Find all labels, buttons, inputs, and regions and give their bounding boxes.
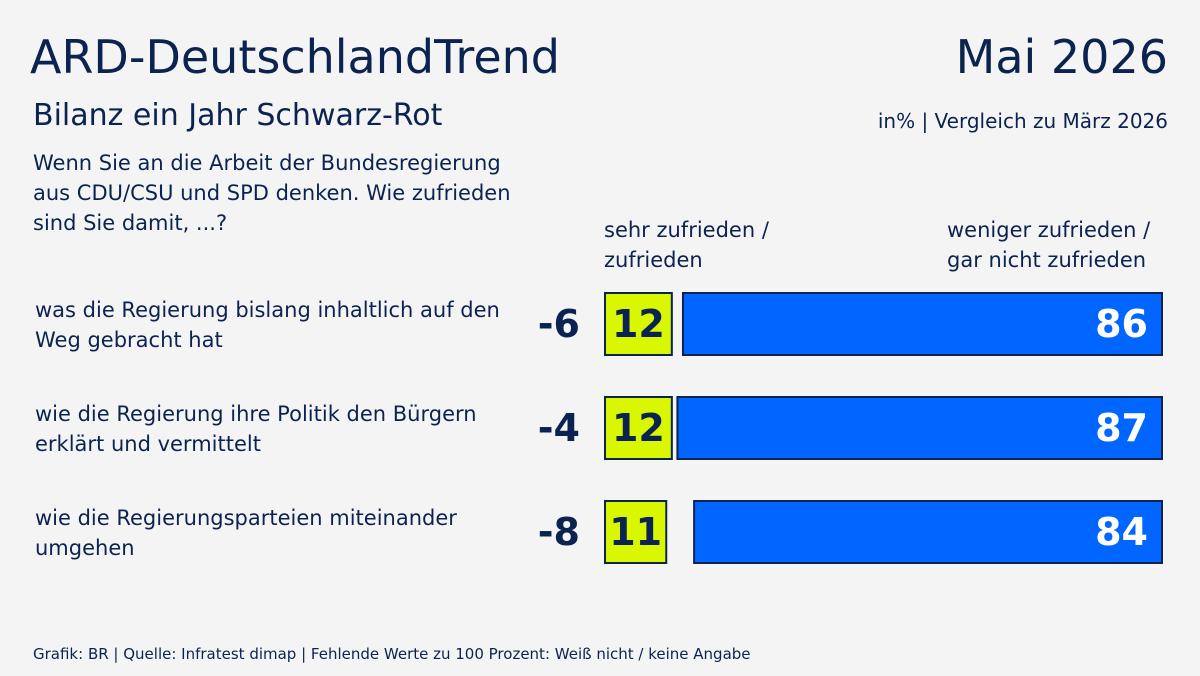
value-label: 12 — [612, 302, 665, 346]
legend-entry: weniger zufrieden / gar nicht zufrieden — [947, 218, 1151, 272]
bar — [604, 396, 673, 460]
question: Wenn Sie an die Arbeit der Bundesregieru… — [33, 151, 511, 235]
value-label: 87 — [1095, 406, 1148, 450]
subtitle: Bilanz ein Jahr Schwarz-Rot — [33, 98, 443, 133]
bar — [676, 396, 1163, 460]
source: Grafik: BR | Quelle: Infratest dimap | F… — [33, 645, 751, 663]
change-label: -8 — [538, 510, 580, 554]
legend-entry: sehr zufrieden / zufrieden — [604, 218, 769, 272]
value-label: 11 — [609, 510, 662, 554]
title: ARD-DeutschlandTrend — [30, 30, 560, 84]
bar — [693, 500, 1163, 564]
date: Mai 2026 — [955, 30, 1168, 84]
change-label: -6 — [538, 302, 580, 346]
value-label: 86 — [1095, 302, 1148, 346]
bar — [604, 292, 673, 356]
category-label: wie die Regierung ihre Politik den Bürge… — [35, 402, 477, 456]
bar — [681, 292, 1163, 356]
category-label: wie die Regierungsparteien miteinander u… — [35, 506, 457, 560]
value-label: 84 — [1095, 510, 1148, 554]
category-label: was die Regierung bislang inhaltlich auf… — [35, 298, 500, 352]
change-label: -4 — [538, 406, 580, 450]
bar — [604, 500, 668, 564]
note: in% | Vergleich zu März 2026 — [877, 109, 1168, 133]
value-label: 12 — [612, 406, 665, 450]
